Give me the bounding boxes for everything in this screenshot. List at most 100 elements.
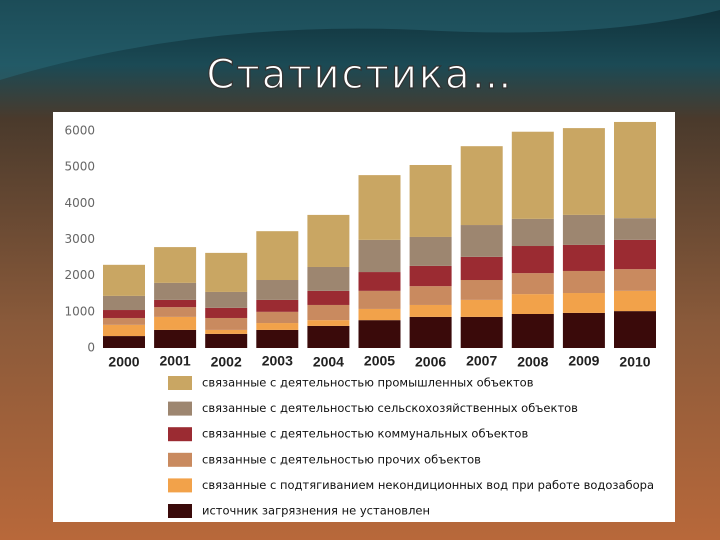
bar-segment xyxy=(205,333,248,348)
bar-segment xyxy=(562,244,605,271)
bar-segment xyxy=(511,314,554,348)
bar-segment xyxy=(562,214,605,245)
x-tick-label: 2010 xyxy=(619,354,650,370)
bar-segment xyxy=(205,307,248,318)
bar-segment xyxy=(614,121,656,219)
bar-segment xyxy=(460,146,503,226)
bar-segment xyxy=(409,316,452,348)
bar-segment xyxy=(614,239,656,270)
y-tick-label: 3000 xyxy=(64,232,95,246)
legend-label: связанные с деятельностью прочих объекто… xyxy=(202,452,481,466)
legend-label: источник загрязнения не установлен xyxy=(202,504,430,518)
bar-segment xyxy=(614,269,656,291)
bar-segment xyxy=(409,236,452,266)
bar-segment xyxy=(205,291,248,308)
bar-segment xyxy=(460,225,503,257)
bar-segment xyxy=(205,317,248,330)
bar-segment xyxy=(103,264,145,296)
bar-segment xyxy=(358,308,401,321)
legend-swatch xyxy=(168,401,192,416)
bar-segment xyxy=(154,316,197,330)
y-tick-label: 1000 xyxy=(64,304,95,318)
bar-segment xyxy=(307,290,350,305)
bar-segment xyxy=(614,290,656,312)
bar-segment xyxy=(154,282,197,300)
bar-segment xyxy=(358,320,401,348)
x-tick-label: 2005 xyxy=(364,353,395,369)
bar-segment xyxy=(460,280,503,300)
bar-segment xyxy=(358,272,401,291)
bar-segment xyxy=(154,299,197,308)
legend-swatch xyxy=(168,427,192,442)
bar-segment xyxy=(409,304,452,317)
bar-segment xyxy=(409,286,452,305)
legend-label: связанные с деятельностью коммунальных о… xyxy=(202,427,528,441)
bar-segment xyxy=(307,214,350,267)
legend-swatch xyxy=(168,452,192,467)
bar-segment xyxy=(103,324,145,337)
legend-swatch xyxy=(168,504,192,518)
x-tick-label: 2007 xyxy=(466,353,497,369)
bar-segment xyxy=(307,320,350,326)
x-tick-label: 2000 xyxy=(108,354,139,370)
y-tick-label: 5000 xyxy=(64,160,95,174)
bar-segment xyxy=(307,266,350,291)
bar-segment xyxy=(256,231,299,281)
legend-swatch xyxy=(168,376,192,390)
bar-segment xyxy=(256,311,299,324)
x-tick-label: 2009 xyxy=(568,353,599,369)
bar-segment xyxy=(358,239,401,273)
y-tick-label: 6000 xyxy=(64,124,95,138)
y-tick-label: 0 xyxy=(87,341,95,355)
decor xyxy=(0,0,720,80)
bar-segment xyxy=(103,310,145,318)
bar-segment xyxy=(511,131,554,219)
bar-segment xyxy=(614,218,656,240)
bar-segment xyxy=(256,280,299,300)
x-tick-label: 2001 xyxy=(160,353,191,369)
bar-segment xyxy=(103,317,145,325)
x-tick-label: 2004 xyxy=(313,354,344,370)
x-tick-label: 2008 xyxy=(517,354,548,370)
bar-segment xyxy=(307,304,350,321)
bar-segment xyxy=(562,270,605,294)
bar-segment xyxy=(460,256,503,281)
bar-segment xyxy=(562,293,605,313)
bar-segment xyxy=(103,295,145,311)
bar-segment xyxy=(205,252,248,292)
bar-segment xyxy=(460,299,503,317)
legend-swatch xyxy=(168,478,192,493)
x-tick-label: 2002 xyxy=(211,354,242,370)
chart-title: Статистика… xyxy=(207,52,514,98)
y-tick-label: 4000 xyxy=(64,196,95,210)
bar-segment xyxy=(154,329,197,348)
bar-segment xyxy=(256,329,299,348)
legend-label: связанные с деятельностью промышленных о… xyxy=(202,376,534,390)
bar-segment xyxy=(307,325,350,348)
bar-segment xyxy=(511,218,554,247)
bar-segment xyxy=(256,323,299,330)
bar-segment xyxy=(205,329,248,334)
bar-segment xyxy=(562,128,605,215)
bar-segment xyxy=(562,312,605,348)
bar-segment xyxy=(511,273,554,295)
bar-segment xyxy=(103,336,145,348)
y-tick-label: 2000 xyxy=(64,268,95,282)
legend-label: связанные с деятельностью сельскохозяйст… xyxy=(202,401,578,415)
bar-segment xyxy=(409,265,452,287)
bar-segment xyxy=(511,246,554,274)
x-tick-label: 2003 xyxy=(262,353,293,369)
bar-segment xyxy=(460,316,503,348)
bar-segment xyxy=(409,164,452,237)
bar-segment xyxy=(154,307,197,317)
bar-segment xyxy=(154,247,197,283)
bar-segment xyxy=(256,299,299,312)
bar-segment xyxy=(358,175,401,240)
bar-segment xyxy=(614,311,656,348)
bar-segment xyxy=(511,294,554,315)
x-tick-label: 2006 xyxy=(415,354,446,370)
legend-label: связанные с подтягиванием некондиционных… xyxy=(202,478,654,492)
bar-segment xyxy=(358,290,401,309)
